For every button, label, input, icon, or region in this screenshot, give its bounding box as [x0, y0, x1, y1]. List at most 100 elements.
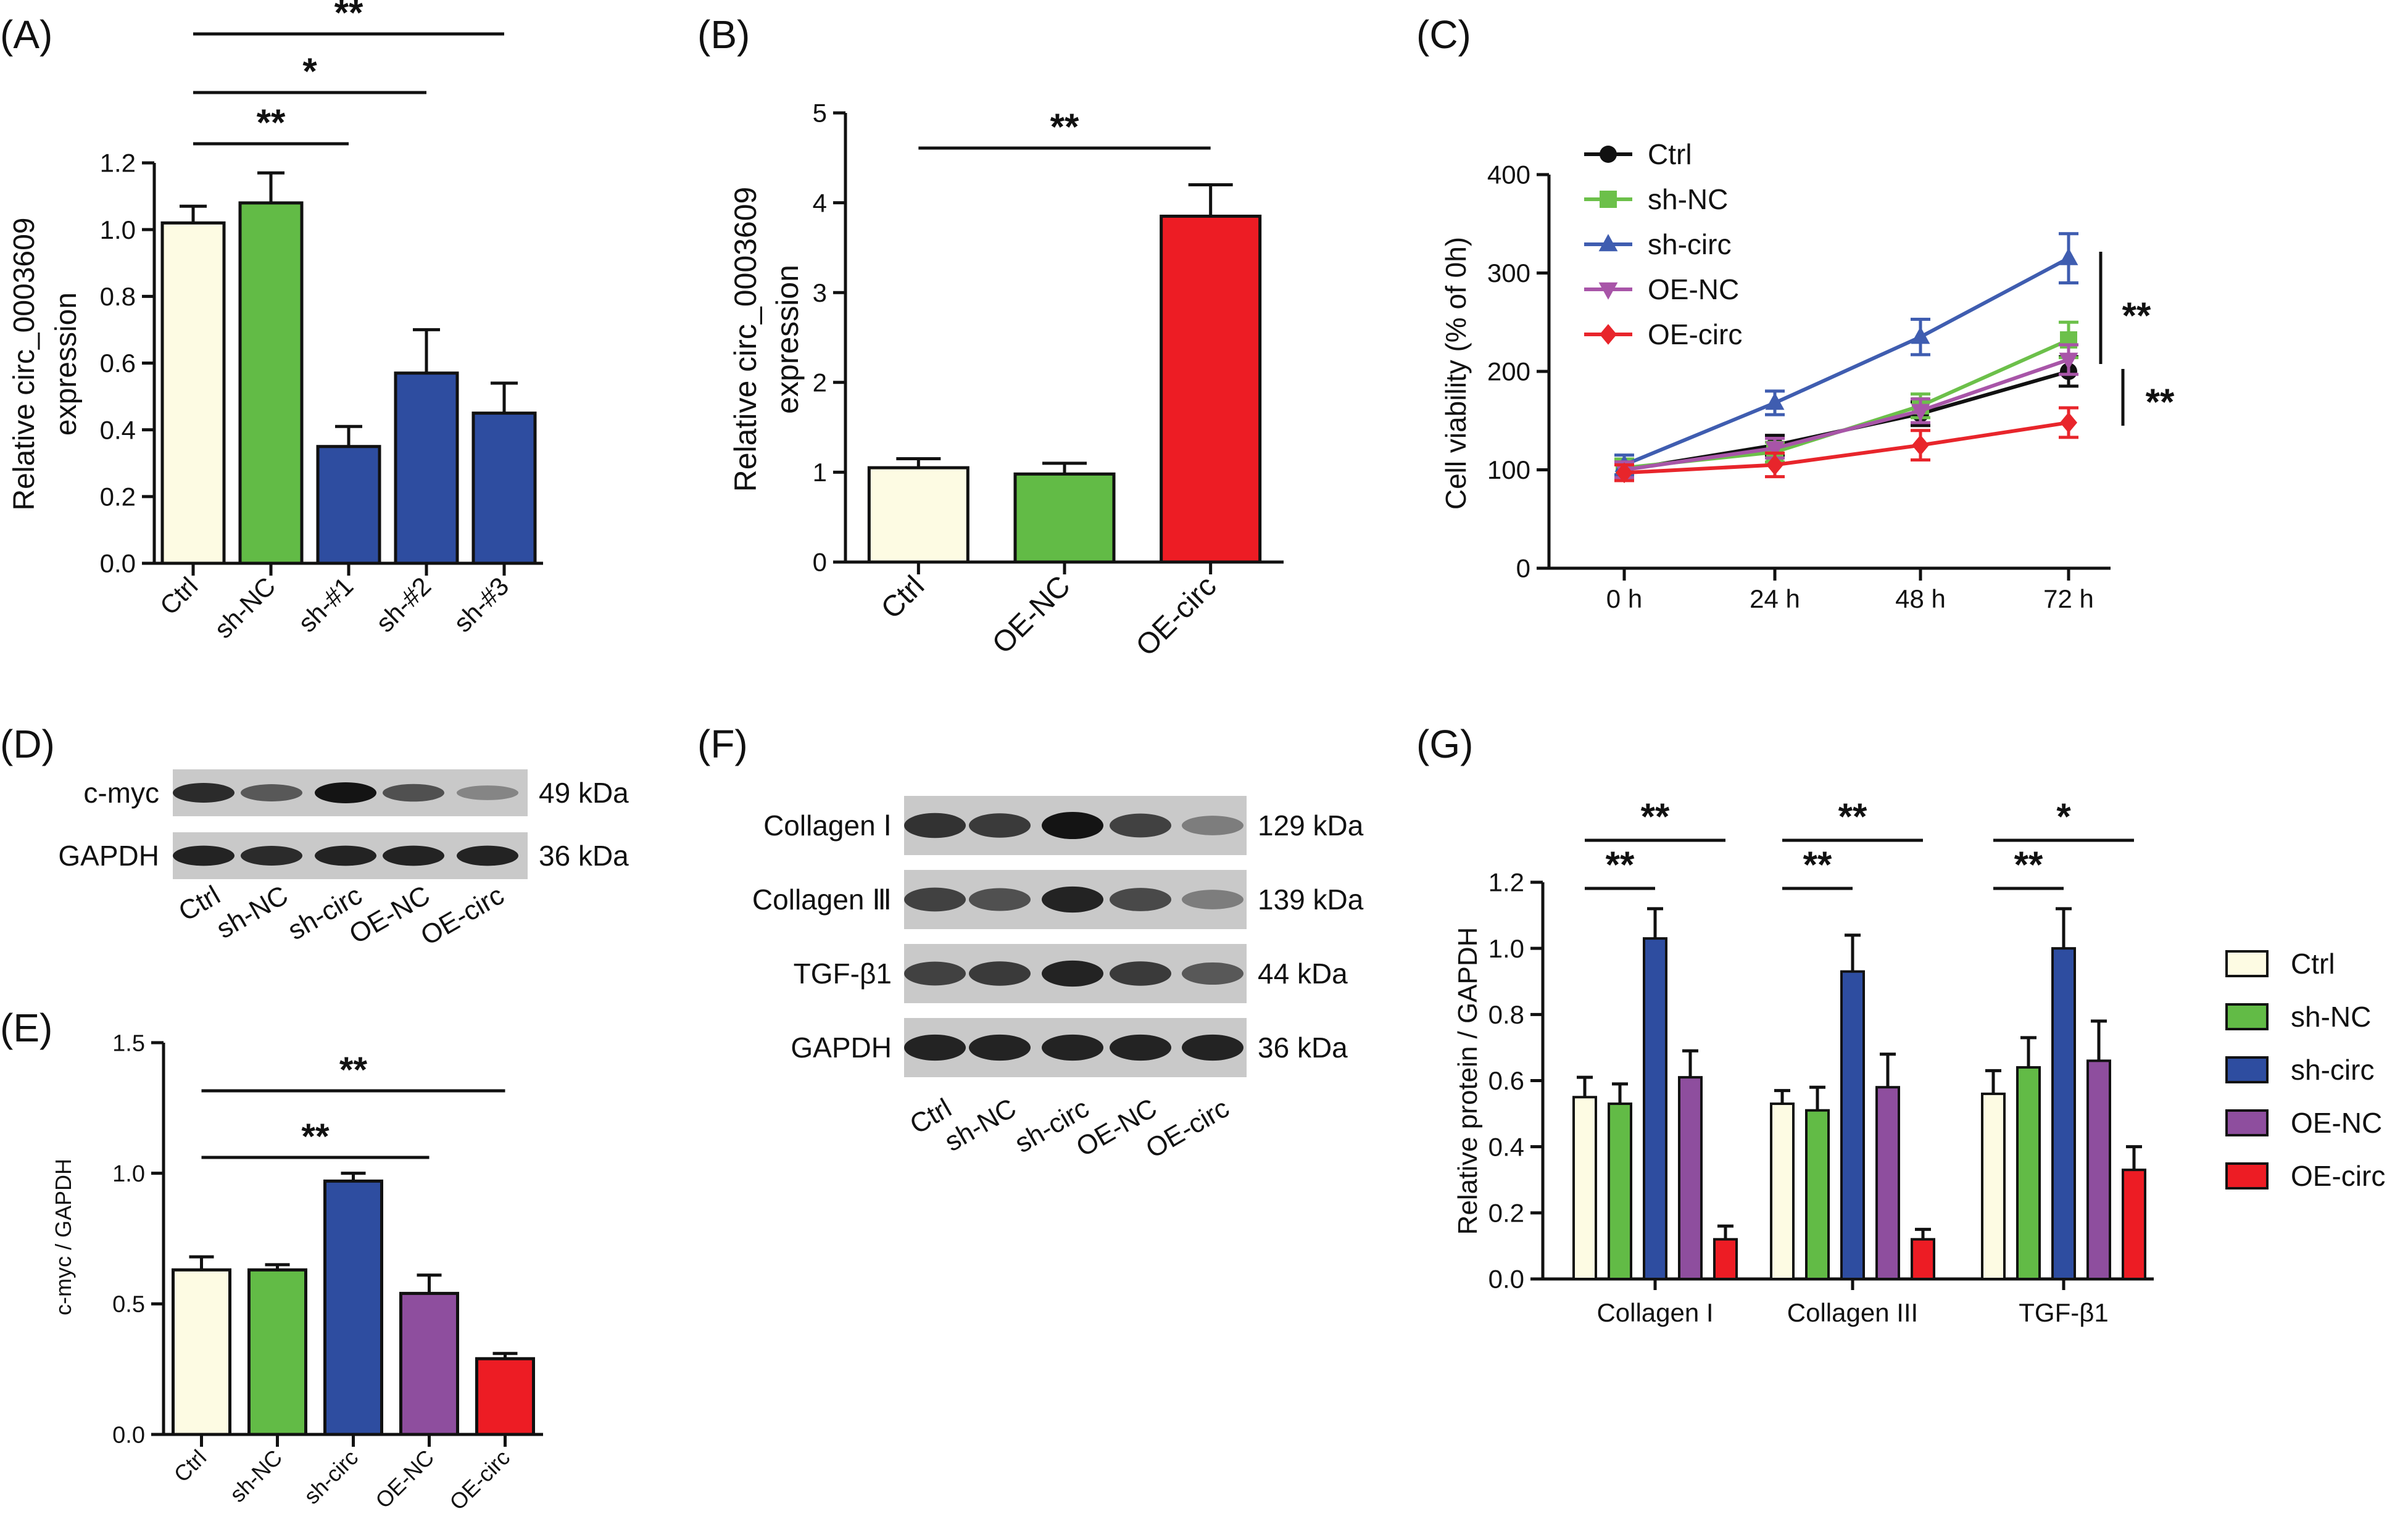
- y-tick-label: 0.6: [100, 349, 136, 378]
- y-tick-label: 0.4: [100, 415, 136, 444]
- blot-lane-label: OE-circ: [1140, 1093, 1234, 1164]
- legend-label: OE-circ: [1648, 318, 1742, 350]
- bar: [1770, 1103, 1795, 1280]
- blot-row-label: TGF-β1: [794, 958, 892, 990]
- blot-band: [1182, 1034, 1243, 1061]
- legend-label: sh-circ: [2291, 1054, 2374, 1086]
- significance-label: **: [1050, 106, 1079, 147]
- blot-band: [1182, 962, 1243, 985]
- blot-band: [1110, 813, 1171, 838]
- bar: [1875, 1086, 1900, 1280]
- blot-band: [1110, 1034, 1171, 1061]
- chart-a: 0.0 0.2 0.4 0.6 0.8 1.0 1.2 Ctrl sh-NC sh-#1 sh-#2…: [8, 0, 543, 644]
- x-tick-label: OE-circ: [1130, 569, 1223, 663]
- series-OE-circ: [1614, 406, 2078, 484]
- bar: [1911, 1238, 1935, 1280]
- blot-band: [315, 782, 376, 803]
- series-sh-circ: [1614, 232, 2078, 476]
- bar: [1840, 970, 1865, 1281]
- y-tick-label: 4: [813, 188, 827, 217]
- bar: [1608, 1103, 1632, 1280]
- significance-label: **: [334, 0, 363, 33]
- data-point: [2059, 247, 2078, 265]
- chart-b: 0 1 2 3 4 5 Ctrl OE-NC OE-circ ** Relative circ_00…: [728, 99, 1284, 663]
- blot-band: [241, 846, 302, 866]
- x-tick-label: sh-#2: [370, 571, 437, 638]
- x-tick-label: Ctrl: [154, 571, 203, 620]
- legend-swatch: [2225, 950, 2269, 977]
- blot-band: [969, 1034, 1031, 1061]
- western-blot-f: Collagen Ⅰ 129 kDa Collagen Ⅲ 139 kDa TGF-β1…: [752, 796, 1364, 1164]
- legend-swatch: [2225, 1056, 2269, 1083]
- bar: [475, 1357, 535, 1436]
- data-point: [1598, 282, 1618, 300]
- blot-band: [969, 961, 1031, 986]
- blot-band: [969, 813, 1031, 838]
- significance-label: **: [2122, 295, 2151, 336]
- x-tick-label: Collagen I: [1596, 1298, 1713, 1327]
- y-axis-label: expression: [50, 292, 83, 436]
- y-tick-label: 400: [1487, 160, 1530, 189]
- bar: [172, 1268, 231, 1436]
- y-axis-label: Relative protein / GAPDH: [1453, 927, 1483, 1235]
- panel-label-c: (C): [1416, 12, 1471, 57]
- panel-label-b: (B): [697, 12, 750, 57]
- y-tick-label: 1.2: [1488, 868, 1524, 897]
- bar: [2086, 1059, 2111, 1280]
- data-point: [1766, 454, 1783, 476]
- bar: [160, 221, 226, 565]
- data-point: [1911, 403, 1930, 421]
- data-point: [1600, 191, 1617, 208]
- x-tick-label: OE-NC: [370, 1445, 439, 1513]
- blot-band: [1042, 886, 1103, 913]
- y-tick-label: 3: [813, 278, 827, 307]
- blot-row-label: GAPDH: [58, 840, 159, 872]
- bar: [867, 466, 969, 564]
- blot-band: [457, 785, 518, 800]
- y-tick-label: 1.0: [112, 1161, 145, 1187]
- blot-band: [383, 784, 444, 802]
- y-tick-label: 1.2: [100, 149, 136, 178]
- bar: [2051, 947, 2076, 1280]
- data-point: [2059, 352, 2078, 370]
- significance-label: **: [2146, 381, 2175, 423]
- series-line: [1624, 338, 2070, 470]
- bar: [2016, 1066, 2041, 1280]
- y-tick-label: 5: [813, 99, 827, 128]
- bar: [247, 1268, 307, 1436]
- y-tick-label: 0.8: [100, 282, 136, 311]
- legend-swatch: [2225, 1109, 2269, 1136]
- blot-band: [969, 888, 1031, 911]
- bar: [394, 371, 459, 565]
- x-tick-label: 48 h: [1895, 584, 1946, 613]
- x-tick-label: Ctrl: [875, 569, 931, 625]
- panel-labels: (A) (B) (C) (D) (E) (F) (G): [0, 12, 1473, 1050]
- blot-band: [173, 845, 235, 866]
- panel-label-d: (D): [0, 722, 55, 766]
- x-tick-label: 0 h: [1606, 584, 1642, 613]
- series-line: [1623, 256, 2070, 467]
- bar: [1713, 1238, 1738, 1280]
- data-point: [1911, 326, 1930, 344]
- significance-label: **: [2014, 844, 2043, 885]
- significance-label: **: [1641, 796, 1670, 837]
- bar: [399, 1291, 459, 1436]
- significance-label: **: [1606, 844, 1635, 885]
- x-tick-label: TGF-β1: [2019, 1298, 2108, 1327]
- x-tick-label: sh-#1: [293, 571, 359, 638]
- y-tick-label: 2: [813, 368, 827, 397]
- bar: [1013, 472, 1116, 564]
- x-tick-label: OE-circ: [444, 1445, 515, 1515]
- panel-label-e: (E): [0, 1006, 52, 1050]
- bar: [1643, 937, 1667, 1280]
- chart-g: 0.0 0.2 0.4 0.6 0.8 1.0 1.2 Relative protein / …: [1453, 796, 2385, 1327]
- blot-kda-label: 49 kDa: [539, 777, 629, 809]
- bar: [1805, 1109, 1830, 1280]
- bar: [471, 412, 537, 565]
- blot-band: [1110, 888, 1171, 911]
- blot-kda-label: 36 kDa: [539, 840, 629, 872]
- y-tick-label: 0.4: [1488, 1132, 1524, 1161]
- blot-kda-label: 36 kDa: [1258, 1032, 1348, 1064]
- y-tick-label: 1.0: [100, 215, 136, 244]
